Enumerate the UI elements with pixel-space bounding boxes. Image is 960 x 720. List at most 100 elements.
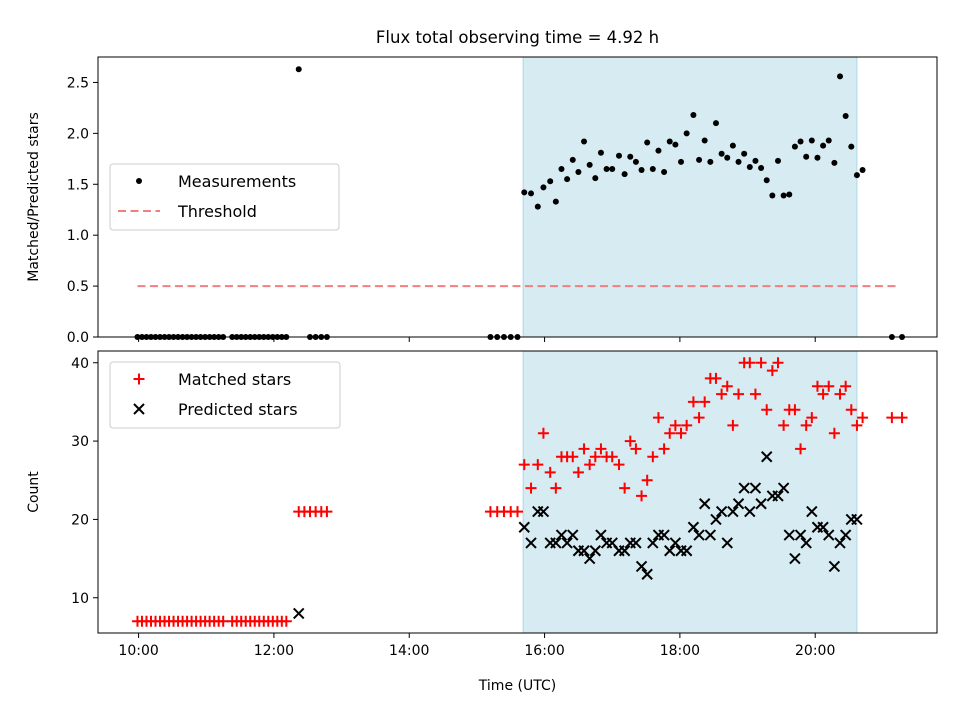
predicted-stars-point: [561, 537, 573, 549]
matched-stars-point: [744, 357, 756, 369]
measurement-point: [707, 158, 714, 165]
predicted-stars-point: [749, 482, 762, 494]
legend-label: Threshold: [177, 202, 257, 221]
matched-stars-point: [664, 427, 676, 439]
predicted-stars-point: [664, 545, 676, 557]
measurement-point: [820, 142, 827, 149]
predicted-stars-point: [647, 537, 659, 549]
measurement-point: [718, 150, 725, 157]
predicted-stars-point: [817, 521, 829, 533]
matched-stars-point: [572, 466, 584, 478]
measurement-point: [521, 189, 528, 196]
measurement-point: [763, 177, 770, 184]
matched-stars-point: [886, 412, 898, 424]
predicted-stars-point: [755, 498, 767, 510]
bottom-x-axis: 10:00 12:00 14:00 16:00 18:00 20:00: [118, 633, 835, 659]
measurement-point: [853, 172, 860, 179]
matched-stars-point: [834, 388, 846, 400]
matched-stars-point: [544, 466, 556, 478]
predicted-stars-point: [710, 513, 722, 526]
measurement-point: [701, 137, 708, 144]
observing-window-shade: [522, 350, 858, 634]
matched-stars-point: [851, 419, 863, 431]
legend-label: Matched stars: [178, 370, 291, 389]
predicted-stars-point: [518, 521, 530, 533]
matched-stars-point: [789, 404, 801, 416]
matched-stars-point: [619, 482, 631, 494]
matched-stars-point: [525, 482, 537, 494]
measurement-point: [644, 139, 651, 146]
measurement-point: [575, 169, 582, 176]
matched-stars-point: [613, 459, 625, 471]
measurement-point: [758, 164, 765, 171]
predicted-stars-point: [839, 529, 852, 541]
measurement-point: [831, 159, 838, 166]
matched-stars-point: [823, 380, 835, 392]
measurement-point: [690, 112, 697, 119]
predicted-stars-point: [851, 513, 863, 526]
predicted-stars-point: [721, 537, 733, 549]
measurement-point: [672, 141, 679, 148]
y-tick-label: 0.5: [67, 279, 89, 295]
predicted-stars-point: [578, 545, 590, 557]
x-axis-label: Time (UTC): [478, 678, 556, 694]
matched-stars-point: [710, 372, 722, 384]
measurement-point: [592, 175, 599, 182]
predicted-stars-point: [783, 529, 795, 541]
measurement-point: [581, 138, 588, 145]
predicted-stars-point: [669, 537, 682, 549]
legend-box: [109, 361, 341, 429]
matched-stars-point: [584, 459, 596, 471]
observing-window-shade: [522, 56, 858, 338]
matched-stars-point: [624, 435, 636, 447]
measurement-point: [808, 137, 815, 144]
matched-stars-point: [630, 443, 642, 455]
chart-title: Flux total observing time = 4.92 h: [376, 28, 659, 47]
measurement-point: [746, 163, 753, 170]
predicted-stars-point: [698, 498, 711, 510]
matched-stars-point: [578, 443, 590, 455]
predicted-stars-point: [800, 537, 812, 549]
measurement-point: [837, 73, 844, 80]
predicted-stars-point: [641, 568, 653, 580]
predicted-stars-point: [744, 505, 756, 518]
predicted-stars-point: [738, 482, 750, 494]
measurement-point: [678, 158, 685, 165]
matched-stars-point: [658, 443, 670, 455]
predicted-stars-point: [630, 537, 642, 549]
predicted-stars-point: [537, 505, 550, 518]
predicted-stars-point: [550, 537, 562, 549]
matched-stars-point: [693, 412, 705, 424]
matched-stars-point: [755, 357, 767, 369]
measurement-point: [752, 157, 759, 164]
y-tick-label: 20: [71, 512, 89, 528]
matched-stars-point: [595, 443, 607, 455]
predicted-stars-point: [658, 529, 670, 541]
measurement-point: [586, 161, 593, 168]
predicted-stars-point: [680, 545, 693, 557]
top-panel-frame: [97, 56, 938, 338]
predicted-stars-point: [828, 560, 841, 573]
measurement-point: [729, 142, 736, 149]
predicted-stars-point: [583, 552, 596, 565]
matched-stars-point: [280, 615, 292, 627]
matched-stars-point: [669, 419, 681, 431]
measurement-point: [609, 166, 616, 172]
measurement-point: [540, 184, 547, 191]
matched-stars-point: [321, 506, 333, 518]
x-tick-label: 20:00: [795, 643, 835, 659]
measurement-point: [661, 169, 668, 176]
measurement-point: [649, 166, 656, 172]
matched-stars-point: [845, 404, 857, 416]
legend-marker: [136, 178, 142, 184]
measurement-point: [814, 154, 821, 161]
measurement-point: [627, 153, 634, 160]
matched-stars-point: [716, 388, 728, 400]
legend-marker: [133, 373, 145, 385]
x-tick-label: 10:00: [118, 643, 158, 659]
measurement-point: [769, 192, 776, 199]
matched-stars-point: [896, 412, 908, 424]
matched-stars-point: [857, 412, 869, 424]
measurement-point: [655, 147, 662, 154]
